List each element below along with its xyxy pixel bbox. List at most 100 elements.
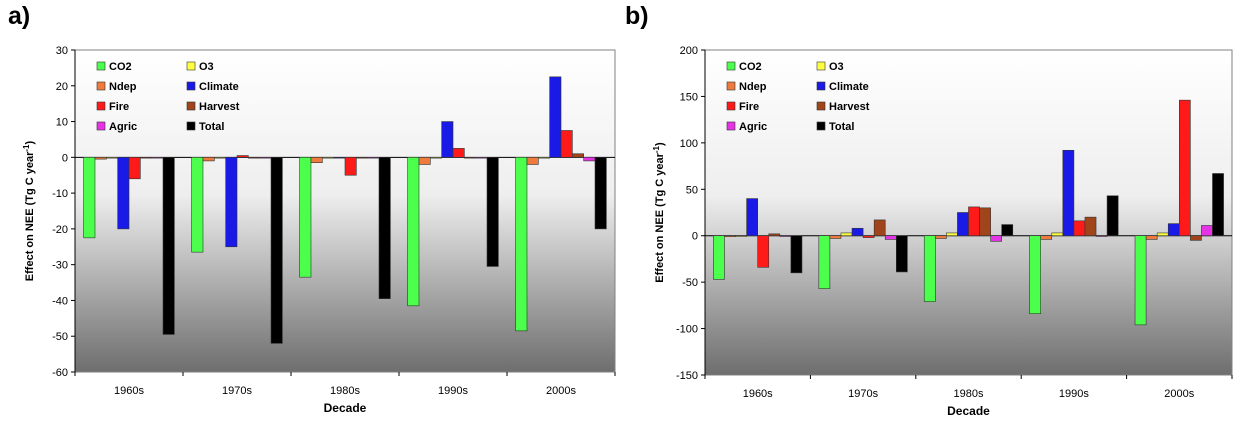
bar-o3-1990s (1051, 232, 1064, 237)
legend-swatch-fire (96, 101, 106, 111)
bar-fire-2000s (1179, 99, 1191, 237)
y-tick-label: -50 (52, 331, 68, 343)
legend-swatch-harvest (186, 101, 196, 111)
legend-label-ndep: Ndep (739, 81, 767, 93)
y-tick-label: 150 (680, 91, 698, 103)
x-tick-label: 2000s (546, 385, 576, 397)
y-tick-label: -10 (52, 188, 68, 200)
bar-agric-1980s (990, 235, 1003, 242)
bar-fire-1960s (757, 235, 770, 268)
legend-label-co2: CO2 (739, 61, 762, 73)
bar-co2-1990s (1029, 235, 1041, 315)
bar-fire-1980s (344, 157, 357, 176)
bar-o3-2000s (1156, 232, 1169, 237)
legend-label-climate: Climate (199, 81, 239, 93)
y-axis-title: Effect on NEE (Tg C year-1) (652, 142, 667, 283)
bar-fire-1960s (128, 157, 141, 180)
legend-label-ndep: Ndep (109, 81, 137, 93)
y-tick-label: 0 (692, 231, 698, 243)
bar-harvest-1960s (140, 157, 152, 159)
bar-ndep-1960s (94, 157, 107, 160)
bar-fire-2000s (560, 130, 573, 158)
bar-o3-1960s (735, 235, 747, 237)
bar-agric-1960s (151, 157, 164, 159)
bar-co2-2000s (515, 157, 528, 332)
legend-swatch-total (816, 121, 826, 131)
legend-label-fire: Fire (739, 101, 759, 113)
legend-label-fire: Fire (109, 101, 129, 113)
legend-label-climate: Climate (829, 81, 869, 93)
bar-o3-2000s (538, 157, 550, 159)
bar-climate-2000s (1167, 223, 1180, 237)
legend-swatch-fire (726, 101, 736, 111)
bar-ndep-1970s (202, 157, 215, 162)
bar-climate-1990s (1062, 149, 1075, 237)
bar-ndep-1980s (310, 157, 323, 163)
bar-ndep-1960s (724, 235, 736, 237)
bar-harvest-2000s (1190, 235, 1202, 241)
bar-climate-1970s (225, 157, 238, 248)
bar-harvest-1990s (464, 157, 476, 159)
bar-total-2000s (594, 157, 607, 230)
y-tick-label: -20 (52, 224, 68, 236)
plot-area (74, 49, 616, 373)
x-tick-label: 1990s (1059, 388, 1089, 400)
bar-agric-1970s (884, 235, 897, 240)
legend-swatch-climate (186, 81, 196, 91)
x-tick-label: 2000s (1164, 388, 1194, 400)
x-tick-label: 1980s (954, 388, 984, 400)
bar-climate-2000s (549, 76, 562, 158)
bar-climate-1970s (851, 227, 864, 237)
bar-harvest-1960s (768, 233, 781, 237)
y-tick-label: -40 (52, 295, 68, 307)
bar-harvest-1980s (356, 157, 368, 159)
bar-total-1960s (790, 235, 803, 274)
x-tick-label: 1970s (222, 385, 252, 397)
legend-swatch-agric (726, 121, 736, 131)
y-axis-title: Effect on NEE (Tg C year-1) (22, 140, 37, 281)
bar-o3-1980s (946, 232, 958, 237)
bar-o3-1990s (430, 157, 442, 159)
y-tick-label: 0 (62, 152, 68, 164)
bar-fire-1980s (968, 206, 980, 237)
bar-ndep-2000s (526, 157, 539, 165)
y-tick-label: 200 (680, 45, 698, 57)
legend-label-o3: O3 (199, 61, 214, 73)
bar-co2-1970s (818, 235, 831, 289)
bar-agric-2000s (583, 157, 596, 162)
panel-a-letter: a) (8, 2, 31, 30)
legend-label-harvest: Harvest (829, 101, 870, 113)
bar-o3-1960s (106, 157, 118, 159)
legend-swatch-ndep (726, 81, 736, 91)
legend-swatch-ndep (96, 81, 106, 91)
bar-climate-1980s (333, 157, 346, 159)
legend-label-agric: Agric (739, 121, 767, 133)
bar-total-1980s (1001, 224, 1014, 237)
y-tick-label: -150 (676, 370, 698, 382)
y-tick-label: -100 (676, 324, 698, 336)
bar-harvest-1970s (873, 219, 886, 237)
x-tick-label: 1960s (114, 385, 144, 397)
bar-total-2000s (1212, 173, 1224, 237)
y-tick-label: -30 (52, 260, 68, 272)
legend-label-co2: CO2 (109, 61, 132, 73)
y-tick-label: 100 (680, 138, 698, 150)
bar-total-1970s (270, 157, 283, 344)
bar-fire-1970s (236, 155, 249, 158)
bar-ndep-2000s (1145, 235, 1158, 240)
bar-fire-1990s (1073, 220, 1086, 237)
bar-climate-1990s (441, 121, 454, 158)
x-axis-title: Decade (947, 404, 990, 418)
bar-ndep-1970s (829, 235, 842, 239)
y-tick-label: 30 (56, 45, 68, 57)
bar-agric-1960s (779, 235, 792, 237)
legend-swatch-o3 (186, 61, 196, 71)
bar-agric-1980s (367, 157, 380, 159)
bar-o3-1970s (214, 157, 226, 159)
x-axis-title: Decade (324, 401, 367, 415)
bar-co2-1980s (299, 157, 312, 278)
x-tick-label: 1990s (438, 385, 468, 397)
bar-climate-1980s (957, 212, 969, 237)
y-tick-label: -60 (52, 367, 68, 379)
y-tick-label: 20 (56, 81, 68, 93)
